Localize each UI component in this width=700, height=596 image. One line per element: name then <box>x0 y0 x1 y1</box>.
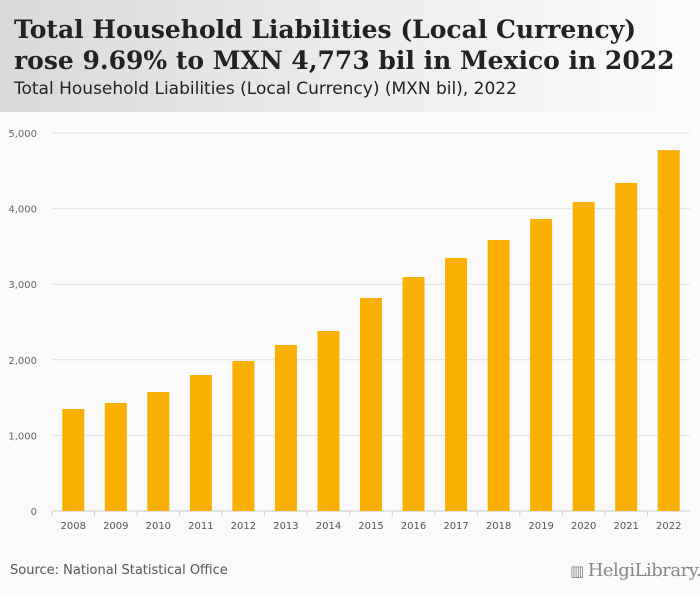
y-tick-label: 4,000 <box>8 205 37 216</box>
x-tick-label: 2011 <box>188 521 213 532</box>
bar <box>657 150 680 511</box>
x-tick-label: 2014 <box>316 521 341 532</box>
x-tick-label: 2015 <box>358 521 383 532</box>
bar <box>360 298 382 511</box>
y-tick-label: 2,000 <box>8 356 37 367</box>
bar <box>189 374 212 511</box>
x-tick-label: 2018 <box>486 521 511 532</box>
y-tick-label: 5,000 <box>8 129 37 140</box>
x-tick-label: 2021 <box>613 521 638 532</box>
chart-subtitle: Total Household Liabilities (Local Curre… <box>14 79 517 99</box>
helgi-library-logo: ▥ HelgiLibrary. <box>570 560 700 581</box>
bar <box>402 277 425 511</box>
library-icon: ▥ <box>570 562 584 580</box>
x-tick-label: 2013 <box>273 521 298 532</box>
y-tick-label: 3,000 <box>8 280 37 291</box>
x-tick-label: 2010 <box>146 521 171 532</box>
y-tick-label: 0 <box>31 507 37 518</box>
page-title: Total Household Liabilities (Local Curre… <box>14 15 675 75</box>
bar <box>615 182 638 511</box>
x-tick-label: 2022 <box>656 521 681 532</box>
bar <box>232 361 255 511</box>
header <box>0 0 700 112</box>
x-tick-label: 2012 <box>231 521 256 532</box>
bar <box>274 344 297 511</box>
bar <box>147 392 170 511</box>
x-tick-label: 2019 <box>528 521 553 532</box>
x-tick-label: 2008 <box>61 521 86 532</box>
logo-text: HelgiLibrary. <box>587 560 700 581</box>
bar <box>317 330 340 511</box>
bar <box>104 402 127 511</box>
bar <box>572 202 595 511</box>
bar <box>530 219 553 511</box>
x-tick-label: 2009 <box>103 521 128 532</box>
y-tick-label: 1,000 <box>8 431 37 442</box>
source-note: Source: National Statistical Office <box>10 563 228 578</box>
bar <box>62 409 85 511</box>
x-tick-label: 2017 <box>443 521 468 532</box>
x-tick-label: 2020 <box>571 521 596 532</box>
bar <box>445 257 468 511</box>
x-tick-label: 2016 <box>401 521 426 532</box>
bar <box>487 239 510 511</box>
